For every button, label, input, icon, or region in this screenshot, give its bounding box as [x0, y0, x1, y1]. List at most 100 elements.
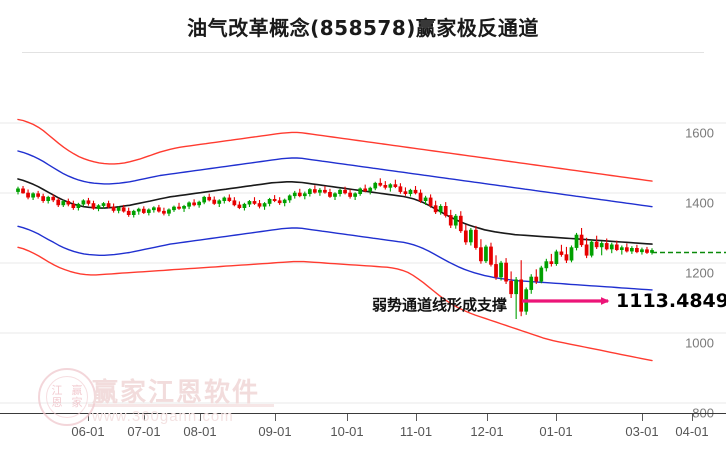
- candle-body: [549, 261, 554, 265]
- x-tick-07-01: [144, 414, 145, 421]
- candle-body: [126, 210, 131, 215]
- candle-body: [630, 248, 634, 252]
- candle-body: [378, 182, 383, 186]
- candle-body: [499, 262, 503, 278]
- candle-body: [172, 206, 176, 211]
- candle-body: [468, 229, 473, 243]
- x-tick-label-03-01: 03-01: [625, 424, 659, 439]
- candle-body: [534, 276, 539, 282]
- candle-body: [353, 193, 357, 197]
- series-line: [17, 225, 653, 291]
- candle-body: [257, 203, 262, 207]
- candle-body: [388, 184, 393, 188]
- candle-body: [408, 189, 413, 194]
- candle-body: [343, 189, 347, 194]
- x-tick-label-11-01: 11-01: [399, 424, 433, 439]
- candle-body: [614, 244, 619, 251]
- candle-body: [323, 189, 327, 193]
- candle-body: [307, 189, 312, 194]
- candle-body: [509, 280, 513, 295]
- candle-body: [212, 199, 217, 204]
- candle-body: [554, 251, 559, 265]
- candle-body: [86, 200, 91, 204]
- candle-body: [111, 206, 116, 211]
- candle-body: [277, 200, 282, 204]
- candle-body: [31, 193, 35, 198]
- candle-body: [569, 247, 574, 261]
- series-line: [17, 246, 653, 362]
- candle-body: [197, 201, 202, 206]
- candlestick-chart-svg: [0, 118, 726, 404]
- candle-body: [333, 193, 337, 197]
- candle-body: [539, 267, 544, 282]
- candle-body: [609, 244, 614, 250]
- candle-body: [438, 206, 443, 213]
- candle-body: [640, 249, 644, 253]
- candle-body: [51, 196, 56, 201]
- candle-body: [635, 248, 639, 253]
- x-tick-label-04-01: 04-01: [675, 424, 709, 439]
- candle-body: [373, 182, 378, 189]
- candle-body: [579, 234, 584, 246]
- candle-body: [217, 200, 222, 204]
- candle-body: [71, 203, 76, 208]
- x-tick-04-01: [692, 414, 693, 421]
- candle-body: [152, 207, 156, 211]
- candle-body: [599, 243, 604, 248]
- candle-body: [207, 196, 212, 201]
- candle-body: [645, 249, 649, 253]
- candle-body: [544, 261, 549, 269]
- chart-plot-area[interactable]: [0, 52, 726, 414]
- candle-body: [36, 193, 40, 197]
- candle-body: [61, 201, 66, 206]
- x-tick-09-01: [275, 414, 276, 421]
- candle-body: [453, 215, 458, 226]
- page-title: 油气改革概念(858578)赢家极反通道: [187, 15, 539, 40]
- x-axis-line: [0, 413, 726, 414]
- candle-body: [398, 186, 403, 192]
- candle-body: [222, 197, 227, 201]
- candle-body: [232, 200, 237, 206]
- candle-body: [463, 230, 468, 243]
- candle-body: [413, 189, 418, 194]
- candle-body: [76, 203, 81, 208]
- candle-body: [131, 210, 136, 215]
- candle-body: [423, 197, 428, 201]
- candle-body: [192, 202, 196, 206]
- candle-body: [106, 203, 111, 208]
- candle-body: [624, 247, 629, 252]
- y-tick-label-1600: 1600: [685, 125, 714, 141]
- candle-body: [443, 206, 448, 216]
- candle-body: [177, 206, 181, 209]
- candle-body: [41, 196, 46, 201]
- candle-body: [619, 247, 624, 251]
- candle-body: [81, 200, 86, 205]
- x-tick-06-01: [88, 414, 89, 421]
- candle-body: [479, 247, 483, 262]
- candle-body: [594, 241, 599, 248]
- candle-body: [16, 188, 20, 192]
- candle-body: [514, 279, 519, 295]
- candle-body: [227, 197, 232, 201]
- candle-body: [494, 264, 498, 278]
- candle-body: [242, 203, 247, 208]
- candle-body: [182, 206, 186, 209]
- candle-body: [116, 207, 121, 211]
- series-line: [17, 150, 653, 208]
- candle-body: [121, 207, 126, 212]
- candle-body: [433, 205, 438, 213]
- candle-body: [589, 241, 594, 256]
- candle-body: [287, 195, 292, 201]
- y-tick-label-1400: 1400: [685, 195, 714, 211]
- title-bar: 油气改革概念(858578)赢家极反通道: [0, 0, 726, 52]
- x-tick-03-01: [642, 414, 643, 421]
- candle-body: [141, 208, 146, 213]
- candle-body: [504, 262, 508, 282]
- candle-body: [428, 197, 433, 206]
- series-line: [17, 118, 653, 182]
- candle-body: [267, 199, 272, 204]
- candle-body: [167, 209, 171, 214]
- candle-body: [393, 184, 398, 188]
- candle-body: [489, 246, 493, 265]
